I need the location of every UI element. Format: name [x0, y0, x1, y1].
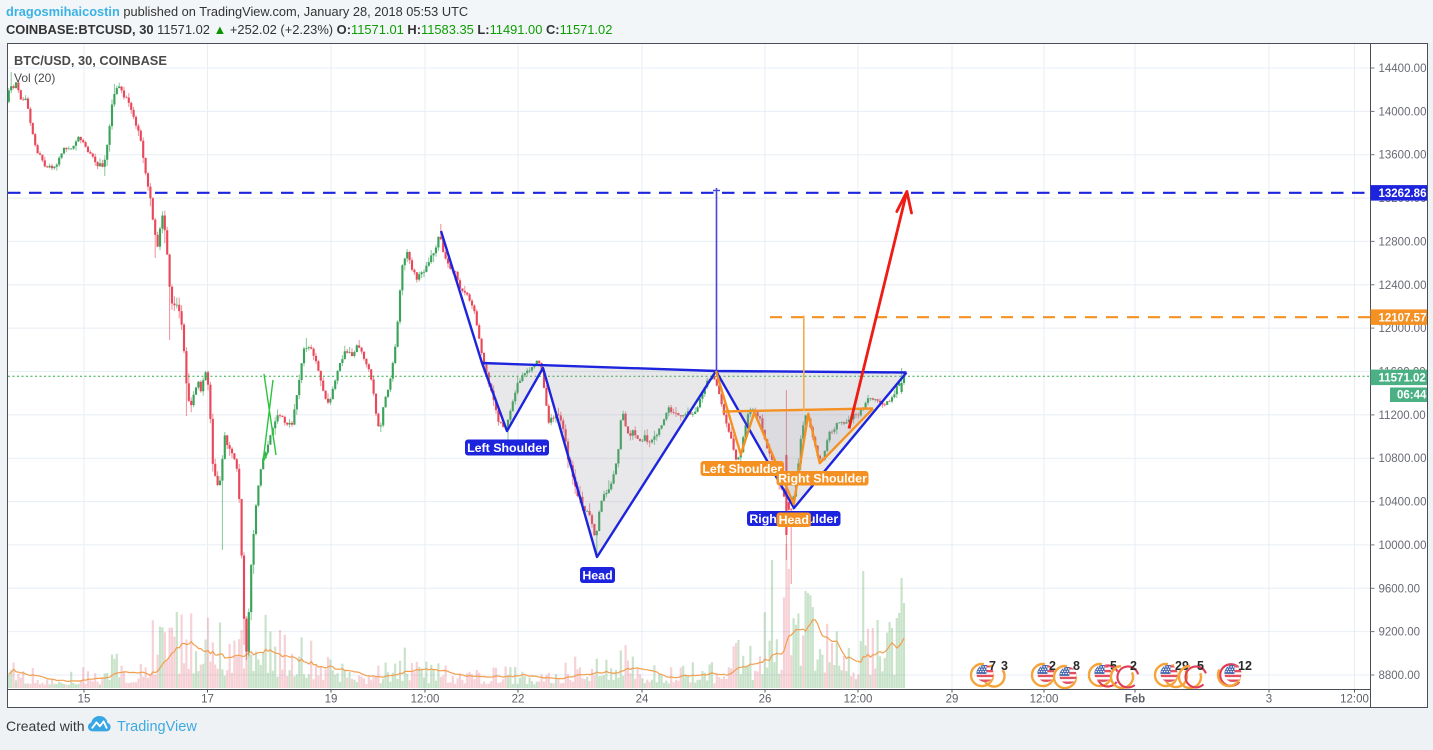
svg-text:Left Shoulder: Left Shoulder: [702, 462, 782, 476]
svg-text:10000.00: 10000.00: [1379, 540, 1427, 552]
svg-text:10400.00: 10400.00: [1379, 497, 1427, 509]
svg-text:15: 15: [78, 694, 91, 706]
svg-text:14400.00: 14400.00: [1379, 63, 1427, 75]
svg-text:BTC/USD, 30, COINBASE: BTC/USD, 30, COINBASE: [14, 53, 167, 68]
svg-text:Feb: Feb: [1125, 694, 1145, 706]
svg-text:Head: Head: [779, 513, 809, 527]
svg-text:5: 5: [1110, 659, 1117, 673]
svg-text:11200.00: 11200.00: [1379, 410, 1426, 422]
svg-text:COINBASE:BTCUSD, 30 11571.02 ▲: COINBASE:BTCUSD, 30 11571.02 ▲ +252.02 (…: [6, 22, 612, 37]
svg-text:9600.00: 9600.00: [1379, 583, 1421, 595]
svg-text:Left Shoulder: Left Shoulder: [467, 441, 547, 455]
svg-text:3: 3: [1001, 659, 1008, 673]
svg-text:19: 19: [325, 694, 338, 706]
svg-text:06:44: 06:44: [1397, 390, 1427, 402]
svg-text:Vol (20): Vol (20): [14, 71, 55, 85]
svg-text:7: 7: [989, 659, 996, 673]
svg-text:Head: Head: [582, 568, 612, 582]
svg-text:12:00: 12:00: [844, 694, 873, 706]
svg-text:12:00: 12:00: [1030, 694, 1059, 706]
svg-text:dragosmihaicostin published on: dragosmihaicostin published on TradingVi…: [6, 4, 468, 19]
svg-text:26: 26: [759, 694, 772, 706]
svg-text:5: 5: [1197, 659, 1204, 673]
svg-text:12:00: 12:00: [1340, 694, 1369, 706]
svg-text:Right Shoulder: Right Shoulder: [778, 472, 867, 486]
svg-text:12:00: 12:00: [411, 694, 440, 706]
svg-text:9200.00: 9200.00: [1379, 627, 1421, 639]
svg-text:Created with: Created with: [6, 718, 85, 734]
svg-text:14000.00: 14000.00: [1379, 106, 1427, 118]
svg-text:8800.00: 8800.00: [1379, 670, 1421, 682]
svg-text:13600.00: 13600.00: [1379, 150, 1427, 162]
svg-text:12000.00: 12000.00: [1379, 323, 1427, 335]
svg-text:12: 12: [1238, 659, 1252, 673]
svg-text:24: 24: [636, 694, 649, 706]
svg-text:2: 2: [1130, 659, 1137, 673]
svg-text:11571.02: 11571.02: [1379, 372, 1426, 384]
svg-text:29: 29: [1175, 659, 1189, 673]
svg-text:2: 2: [1049, 659, 1056, 673]
svg-text:17: 17: [201, 694, 214, 706]
svg-text:12107.57: 12107.57: [1379, 312, 1427, 324]
svg-text:29: 29: [946, 694, 959, 706]
svg-text:12800.00: 12800.00: [1379, 236, 1427, 248]
svg-text:TradingView: TradingView: [117, 719, 197, 735]
svg-text:13262.86: 13262.86: [1379, 188, 1427, 200]
svg-text:22: 22: [512, 694, 525, 706]
svg-text:10800.00: 10800.00: [1379, 453, 1427, 465]
svg-text:12400.00: 12400.00: [1379, 280, 1427, 292]
svg-text:8: 8: [1073, 659, 1080, 673]
svg-text:3: 3: [1266, 694, 1272, 706]
